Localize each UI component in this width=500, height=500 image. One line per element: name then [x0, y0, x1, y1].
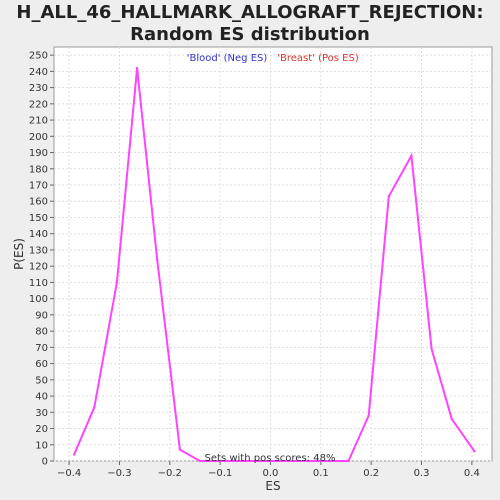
chart-title: H_ALL_46_HALLMARK_ALLOGRAFT_REJECTION: R… — [0, 2, 500, 46]
x-axis-label: ES — [265, 479, 280, 493]
chart-title-line2: Random ES distribution — [130, 24, 370, 45]
data-point — [430, 347, 433, 351]
y-tick-label: 110 — [29, 278, 48, 289]
y-tick-label: 140 — [29, 229, 48, 240]
y-tick-label: 20 — [35, 424, 48, 435]
y-tick-label: 10 — [35, 440, 48, 451]
y-tick-label: 0 — [42, 457, 48, 468]
y-tick-label: 70 — [35, 343, 48, 354]
y-tick-label: 170 — [29, 181, 48, 192]
data-point — [198, 459, 202, 463]
data-point — [115, 281, 119, 284]
data-point — [156, 258, 159, 261]
x-tick-label: −0.4 — [57, 468, 81, 479]
data-point — [347, 459, 350, 463]
y-tick-label: 50 — [35, 375, 48, 386]
y-tick-label: 160 — [29, 197, 48, 208]
y-tick-label: 210 — [29, 116, 48, 127]
y-axis-label: P(ES) — [12, 238, 26, 270]
y-tick-label: 40 — [35, 392, 48, 403]
y-tick-label: 190 — [29, 148, 48, 159]
legend-neg-es: 'Blood' (Neg ES) — [187, 53, 268, 64]
x-tick-label: 0.0 — [263, 468, 279, 479]
data-point — [367, 414, 370, 417]
y-tick-label: 250 — [29, 51, 48, 62]
legend-pos-es: 'Breast' (Pos ES) — [277, 53, 359, 64]
plot-area — [53, 46, 493, 462]
data-point — [473, 450, 476, 453]
data-point — [410, 154, 413, 157]
chart-title-line1: H_ALL_46_HALLMARK_ALLOGRAFT_REJECTION: — [16, 2, 484, 23]
y-tick-label: 120 — [29, 262, 48, 273]
y-tick-label: 60 — [35, 359, 48, 370]
y-tick-label: 80 — [35, 327, 48, 338]
x-tick-label: 0.4 — [464, 468, 480, 479]
x-tick-label: −0.3 — [107, 468, 131, 479]
x-tick-label: 0.3 — [414, 468, 430, 479]
y-tick-label: 230 — [29, 83, 48, 94]
data-point — [450, 417, 453, 420]
data-point — [387, 195, 390, 198]
axes: 0 10 20 30 40 50 60 70 80 90 100 110 120 130 140 150 160… — [29, 51, 480, 479]
series — [72, 66, 476, 463]
pos-scores-annotation: Sets with pos scores: 48% — [205, 453, 336, 464]
y-tick-label: 200 — [29, 132, 48, 143]
y-tick-label: 150 — [29, 213, 48, 224]
y-tick-label: 240 — [29, 67, 48, 78]
x-tick-label: 0.2 — [363, 468, 379, 479]
data-point — [93, 406, 96, 409]
data-point — [269, 459, 272, 463]
data-point — [135, 66, 139, 70]
y-tick-label: 220 — [29, 99, 48, 110]
y-tick-label: 180 — [29, 164, 48, 175]
y-tick-label: 100 — [29, 294, 48, 305]
x-tick-label: 0.1 — [313, 468, 329, 479]
data-point — [218, 459, 222, 463]
y-tick-label: 130 — [29, 245, 48, 256]
y-tick-label: 90 — [35, 310, 48, 321]
data-point — [178, 448, 182, 451]
y-tick-label: 30 — [35, 408, 48, 419]
data-point — [319, 459, 323, 463]
data-point — [72, 453, 76, 456]
x-tick-label: −0.2 — [158, 468, 182, 479]
x-tick-label: −0.1 — [208, 468, 232, 479]
